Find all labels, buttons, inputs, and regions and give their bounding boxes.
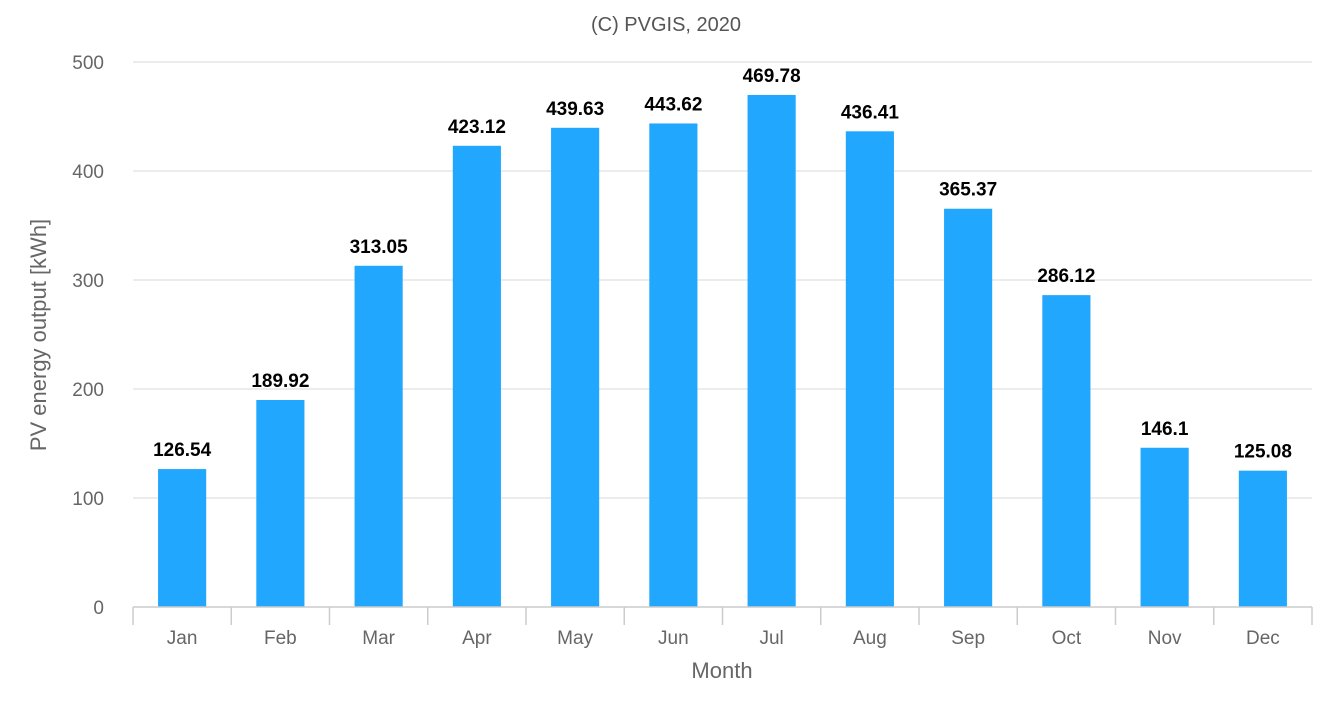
data-label: 313.05 [350,237,409,258]
y-tick-label: 300 [72,271,104,292]
bar-jan [158,469,207,607]
x-tick-label: Jun [658,628,689,649]
x-tick-label: Feb [264,628,297,649]
bar-mar [354,265,403,607]
data-label: 436.41 [841,102,900,123]
chart-title: (C) PVGIS, 2020 [591,14,741,36]
bar-sep [944,208,993,607]
x-tick-label: Mar [362,628,395,649]
bar-apr [452,145,501,607]
x-tick-label: Sep [951,628,985,649]
x-axis [132,606,1313,625]
data-label: 126.54 [153,440,212,461]
y-axis-title: PV energy output [kWh] [26,219,51,451]
x-tick-label: Apr [462,628,492,649]
x-axis-title: Month [691,658,752,683]
data-label: 443.62 [644,94,702,115]
bar-feb [256,399,305,607]
data-label: 423.12 [448,117,506,138]
x-tick-label: Jan [167,628,198,649]
y-tick-label: 500 [72,53,104,74]
y-tick-label: 100 [72,489,104,510]
y-tick-label: 200 [72,380,104,401]
x-tick-label: Jul [759,628,783,649]
y-tick-label: 400 [72,162,104,183]
x-tick-label: Aug [853,628,887,649]
data-labels: 126.54 189.92 313.05 423.12 439.63 443.62 469.… [153,66,1292,463]
gridlines [133,61,1312,499]
bar-jun [649,123,698,608]
x-tick-label: Oct [1052,628,1082,649]
bars [158,94,1287,608]
bar-nov [1140,447,1189,607]
data-label: 439.63 [546,99,604,120]
data-label: 469.78 [743,66,801,87]
bar-may [551,127,600,608]
bar-jul [747,94,796,607]
bar-oct [1042,295,1091,607]
data-label: 146.1 [1141,419,1189,440]
data-label: 189.92 [251,371,309,392]
x-tick-label: May [557,628,593,649]
y-axis-ticks: 0 100 200 300 400 500 [72,53,104,619]
data-label: 286.12 [1037,266,1095,287]
data-label: 125.08 [1234,442,1292,463]
y-tick-label: 0 [93,598,104,619]
data-label: 365.37 [939,180,997,201]
bar-aug [845,131,894,607]
x-tick-label: Dec [1246,628,1280,649]
x-axis-ticks: Jan Feb Mar Apr May Jun Jul Aug Sep Oct Nov Dec [167,628,1280,649]
x-tick-label: Nov [1148,628,1182,649]
bar-dec [1238,470,1287,607]
